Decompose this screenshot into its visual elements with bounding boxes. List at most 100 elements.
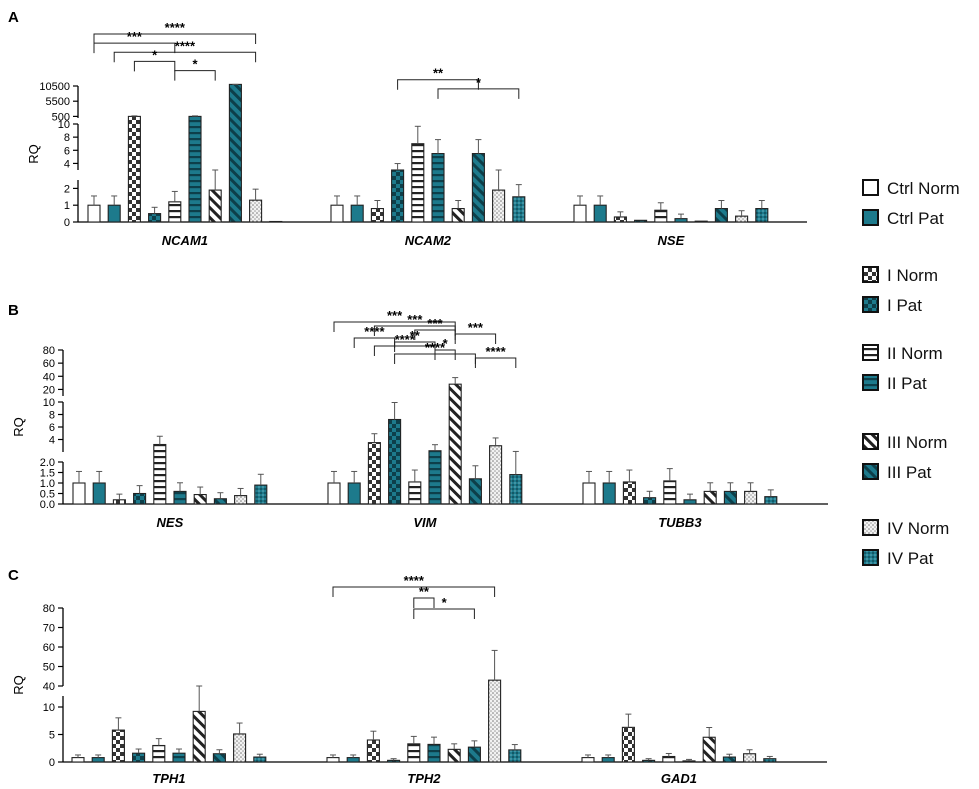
- bar-nse-i_pat: [634, 219, 648, 223]
- significance-bracket: [332, 586, 496, 597]
- bar-tph2-ii_pat: [427, 743, 441, 763]
- y-tick-label: 4: [64, 158, 70, 170]
- bar-ncam2-ctrl_norm: [330, 204, 344, 223]
- significance-label: ****: [364, 324, 385, 339]
- bar-ncam2-iii_pat: [471, 153, 485, 223]
- significance-label: ***: [427, 316, 443, 331]
- bar-tph1-iv_norm: [233, 733, 247, 763]
- significance-bracket: [474, 357, 517, 368]
- legend-swatch-iv_norm: [862, 519, 879, 536]
- legend-swatch-ii_pat: [862, 374, 879, 391]
- bar-ncam1-iii_pat: [228, 83, 242, 223]
- y-tick-label: 6: [49, 422, 55, 434]
- bar-tubb3-iii_norm: [703, 490, 717, 505]
- y-tick-label: 80: [43, 345, 55, 357]
- bar-tubb3-iv_norm: [744, 490, 758, 505]
- significance-bracket: [113, 51, 257, 63]
- y-tick-label: 40: [43, 371, 55, 383]
- y-tick-label: 10: [43, 397, 55, 409]
- bar-gad1-i_norm: [621, 726, 635, 763]
- legend-swatch-ctrl_norm: [862, 179, 879, 196]
- significance-label: ****: [175, 38, 196, 53]
- bar-nse-ii_norm: [654, 209, 668, 223]
- y-axis-label: RQ: [11, 675, 26, 695]
- legend-label-ctrl_pat: Ctrl Pat: [887, 209, 944, 228]
- category-label: NCAM1: [162, 233, 208, 248]
- y-tick-label: 10: [43, 702, 55, 714]
- bar-ncam1-i_norm: [127, 115, 141, 223]
- bar-ncam1-i_pat: [148, 213, 162, 223]
- bar-ncam1-ii_norm: [168, 201, 182, 223]
- category-label: NCAM2: [405, 233, 452, 248]
- bar-nse-iii_pat: [714, 208, 728, 223]
- legend-swatch-ii_norm: [862, 344, 879, 361]
- bar-ncam1-ii_pat: [188, 115, 202, 223]
- bar-tph2-iii_pat: [467, 746, 481, 763]
- bar-nse-ii_pat: [674, 218, 688, 223]
- y-tick-label: 0.0: [40, 499, 55, 511]
- y-tick-label: 50: [43, 662, 55, 674]
- bar-tph2-i_pat: [387, 759, 401, 763]
- y-tick-label: 500: [52, 111, 70, 123]
- y-tick-label: 6: [64, 145, 70, 157]
- bar-nes-ii_norm: [153, 443, 167, 505]
- bar-tph1-ctrl_pat: [91, 757, 105, 763]
- legend-swatch-iii_pat: [862, 463, 879, 480]
- bar-nes-ctrl_pat: [92, 482, 106, 505]
- significance-label: ****: [395, 332, 416, 347]
- bar-ncam2-ii_norm: [411, 143, 425, 223]
- significance-bracket: [93, 33, 257, 44]
- bar-gad1-i_pat: [642, 759, 656, 763]
- category-label: VIM: [413, 515, 437, 530]
- significance-bracket: [413, 597, 435, 608]
- significance-label: ***: [127, 29, 143, 44]
- significance-label: ****: [404, 573, 425, 588]
- bar-vim-ii_pat: [428, 450, 442, 505]
- bar-nse-ctrl_pat: [593, 204, 607, 223]
- bar-gad1-ctrl_norm: [581, 757, 595, 763]
- bar-nes-ii_pat: [173, 490, 187, 505]
- y-tick-label: 20: [43, 384, 55, 396]
- significance-label: *: [152, 47, 158, 62]
- category-label: GAD1: [661, 771, 697, 786]
- bar-gad1-ii_pat: [682, 760, 696, 763]
- y-tick-label: 80: [43, 603, 55, 615]
- y-tick-label: 1: [64, 200, 70, 212]
- bar-tubb3-i_norm: [622, 481, 636, 505]
- bar-nes-ctrl_norm: [72, 482, 86, 505]
- bar-ncam2-i_norm: [370, 208, 384, 223]
- bar-gad1-ctrl_pat: [601, 757, 615, 763]
- panel-label: A: [8, 9, 19, 26]
- bar-tubb3-i_pat: [643, 497, 657, 505]
- significance-label: ***: [407, 312, 423, 327]
- bar-ncam2-iii_norm: [451, 208, 465, 223]
- y-tick-label: 5: [49, 730, 55, 742]
- bar-nes-iii_pat: [213, 498, 227, 505]
- bar-tph2-i_norm: [366, 739, 380, 763]
- bar-ncam2-iv_pat: [512, 196, 526, 223]
- bar-tubb3-iv_pat: [764, 496, 778, 505]
- bar-vim-iv_norm: [489, 445, 503, 505]
- y-tick-label: 5500: [46, 96, 70, 108]
- bar-tubb3-ii_norm: [663, 480, 677, 505]
- bar-tph2-iv_norm: [488, 679, 502, 763]
- bar-tph1-i_pat: [132, 752, 146, 763]
- significance-label: *: [476, 75, 482, 90]
- category-label: TPH1: [152, 771, 185, 786]
- bar-tph2-iv_pat: [508, 749, 522, 763]
- legend-label-ii_norm: II Norm: [887, 344, 943, 363]
- bar-tubb3-ctrl_pat: [602, 482, 616, 505]
- bar-ncam1-iv_norm: [249, 199, 263, 223]
- category-label: NES: [157, 515, 184, 530]
- y-axis-label: RQ: [26, 144, 41, 164]
- legend-label-iii_norm: III Norm: [887, 433, 947, 452]
- bar-gad1-ii_norm: [662, 755, 676, 763]
- y-tick-label: 60: [43, 358, 55, 370]
- significance-bracket: [93, 42, 176, 54]
- significance-label: *: [443, 336, 449, 351]
- significance-bracket: [174, 70, 216, 81]
- y-tick-label: 70: [43, 623, 55, 635]
- significance-label: ****: [485, 344, 506, 359]
